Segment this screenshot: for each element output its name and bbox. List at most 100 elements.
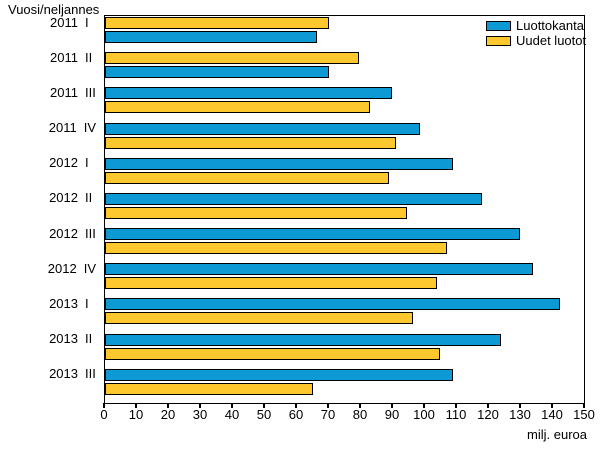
legend-label: Uudet luotot (516, 33, 587, 48)
category-year: 2012 (49, 225, 78, 241)
category-year: 2011 (50, 49, 78, 65)
x-axis-tick-label: 10 (128, 407, 144, 422)
bar-luottokanta (105, 228, 521, 241)
x-axis-tick (519, 403, 521, 408)
category-year: 2011 (48, 120, 77, 136)
x-axis-tick-label: 30 (192, 407, 208, 422)
bar-group (105, 157, 584, 192)
category-label: 2012 II (0, 191, 96, 205)
x-axis-tick-label: 120 (477, 407, 499, 422)
bar-luottokanta (105, 157, 454, 170)
bar-uudet-luotot (105, 312, 414, 325)
bar-uudet-luotot (105, 277, 438, 290)
bar-group (105, 86, 584, 121)
x-axis-tick-label: 60 (288, 407, 304, 422)
category-label: 2013 II (0, 332, 96, 346)
x-axis-tick (167, 403, 169, 408)
legend-item: Luottokanta (486, 18, 586, 33)
category-label: 2011 IV (0, 121, 96, 135)
category-label: 2013 III (0, 367, 96, 381)
legend-item: Uudet luotot (486, 33, 587, 48)
bar-group (105, 192, 584, 227)
bar-group (105, 297, 584, 332)
bar-group (105, 368, 584, 403)
bar-group (105, 262, 584, 297)
y-axis-title: Vuosi/neljannes (8, 2, 100, 17)
category-quarter: III (85, 225, 96, 241)
legend-swatch-uudet-luotot (486, 35, 511, 46)
bar-luottokanta (105, 122, 420, 135)
x-axis-tick-label: 50 (256, 407, 272, 422)
bar-luottokanta (105, 31, 318, 43)
bar-luottokanta (105, 298, 561, 311)
x-axis-tick-label: 110 (445, 407, 467, 422)
x-axis-tick (327, 403, 329, 408)
bar-uudet-luotot (105, 171, 390, 184)
category-label: 2013 I (0, 295, 96, 311)
x-axis-tick (295, 403, 297, 408)
bar-uudet-luotot (105, 347, 441, 360)
x-axis-tick (359, 403, 361, 408)
bar-uudet-luotot (105, 382, 313, 395)
x-axis-tick-label: 40 (224, 407, 240, 422)
plot-area (104, 15, 585, 404)
category-label: 2011 II (0, 49, 96, 65)
category-quarter: III (85, 84, 96, 100)
category-label: 2011 I (0, 14, 96, 30)
x-axis-tick (231, 403, 233, 408)
category-quarter: I (85, 295, 89, 311)
bar-luottokanta (105, 263, 533, 276)
x-axis-tick-label: 90 (384, 407, 400, 422)
category-quarter: II (85, 331, 93, 347)
x-axis-tick (135, 403, 137, 408)
legend: Luottokanta Uudet luotot (486, 18, 587, 50)
category-label: 2011 III (0, 84, 96, 100)
x-axis-tick-label: 130 (509, 407, 531, 422)
category-year: 2013 (49, 366, 78, 382)
category-year: 2013 (49, 295, 78, 311)
category-year: 2013 (49, 331, 78, 347)
x-axis-tick-label: 100 (413, 407, 435, 422)
legend-swatch-luottokanta (486, 20, 511, 31)
x-axis-tick-label: 150 (573, 407, 595, 422)
bar-group (105, 51, 584, 86)
x-axis-tick (391, 403, 393, 408)
bar-luottokanta (105, 192, 482, 205)
category-quarter: II (85, 190, 93, 206)
category-year: 2011 (50, 14, 78, 30)
bar-luottokanta (105, 333, 501, 346)
x-axis-tick (103, 403, 105, 408)
category-quarter: II (85, 49, 93, 65)
category-quarter: IV (83, 260, 96, 276)
bar-uudet-luotot (105, 101, 371, 114)
x-axis-tick (583, 403, 585, 408)
category-year: 2011 (50, 84, 78, 100)
x-axis-tick (455, 403, 457, 408)
x-axis-unit-label: milj. euroa (527, 427, 587, 442)
category-quarter: I (85, 155, 89, 171)
x-axis-tick-label: 140 (541, 407, 563, 422)
bar-uudet-luotot (105, 242, 447, 255)
bar-uudet-luotot (105, 136, 396, 149)
bar-group (105, 227, 584, 262)
x-axis-tick-label: 70 (320, 407, 336, 422)
legend-label: Luottokanta (516, 18, 584, 33)
category-quarter: III (85, 366, 96, 382)
x-axis-tick (551, 403, 553, 408)
bar-group (105, 16, 584, 51)
x-axis-tick (263, 403, 265, 408)
category-quarter: IV (83, 120, 96, 136)
x-axis-tick (423, 403, 425, 408)
bar-uudet-luotot (105, 52, 359, 65)
category-year: 2012 (49, 190, 78, 206)
x-axis-tick-label: 0 (100, 407, 108, 422)
bar-uudet-luotot (105, 17, 329, 29)
category-label: 2012 IV (0, 260, 96, 276)
category-year: 2012 (49, 155, 78, 171)
bar-luottokanta (105, 87, 393, 100)
bar-luottokanta (105, 368, 454, 381)
category-label: 2012 I (0, 156, 96, 170)
category-year: 2012 (47, 260, 77, 276)
x-axis-tick-label: 20 (160, 407, 176, 422)
